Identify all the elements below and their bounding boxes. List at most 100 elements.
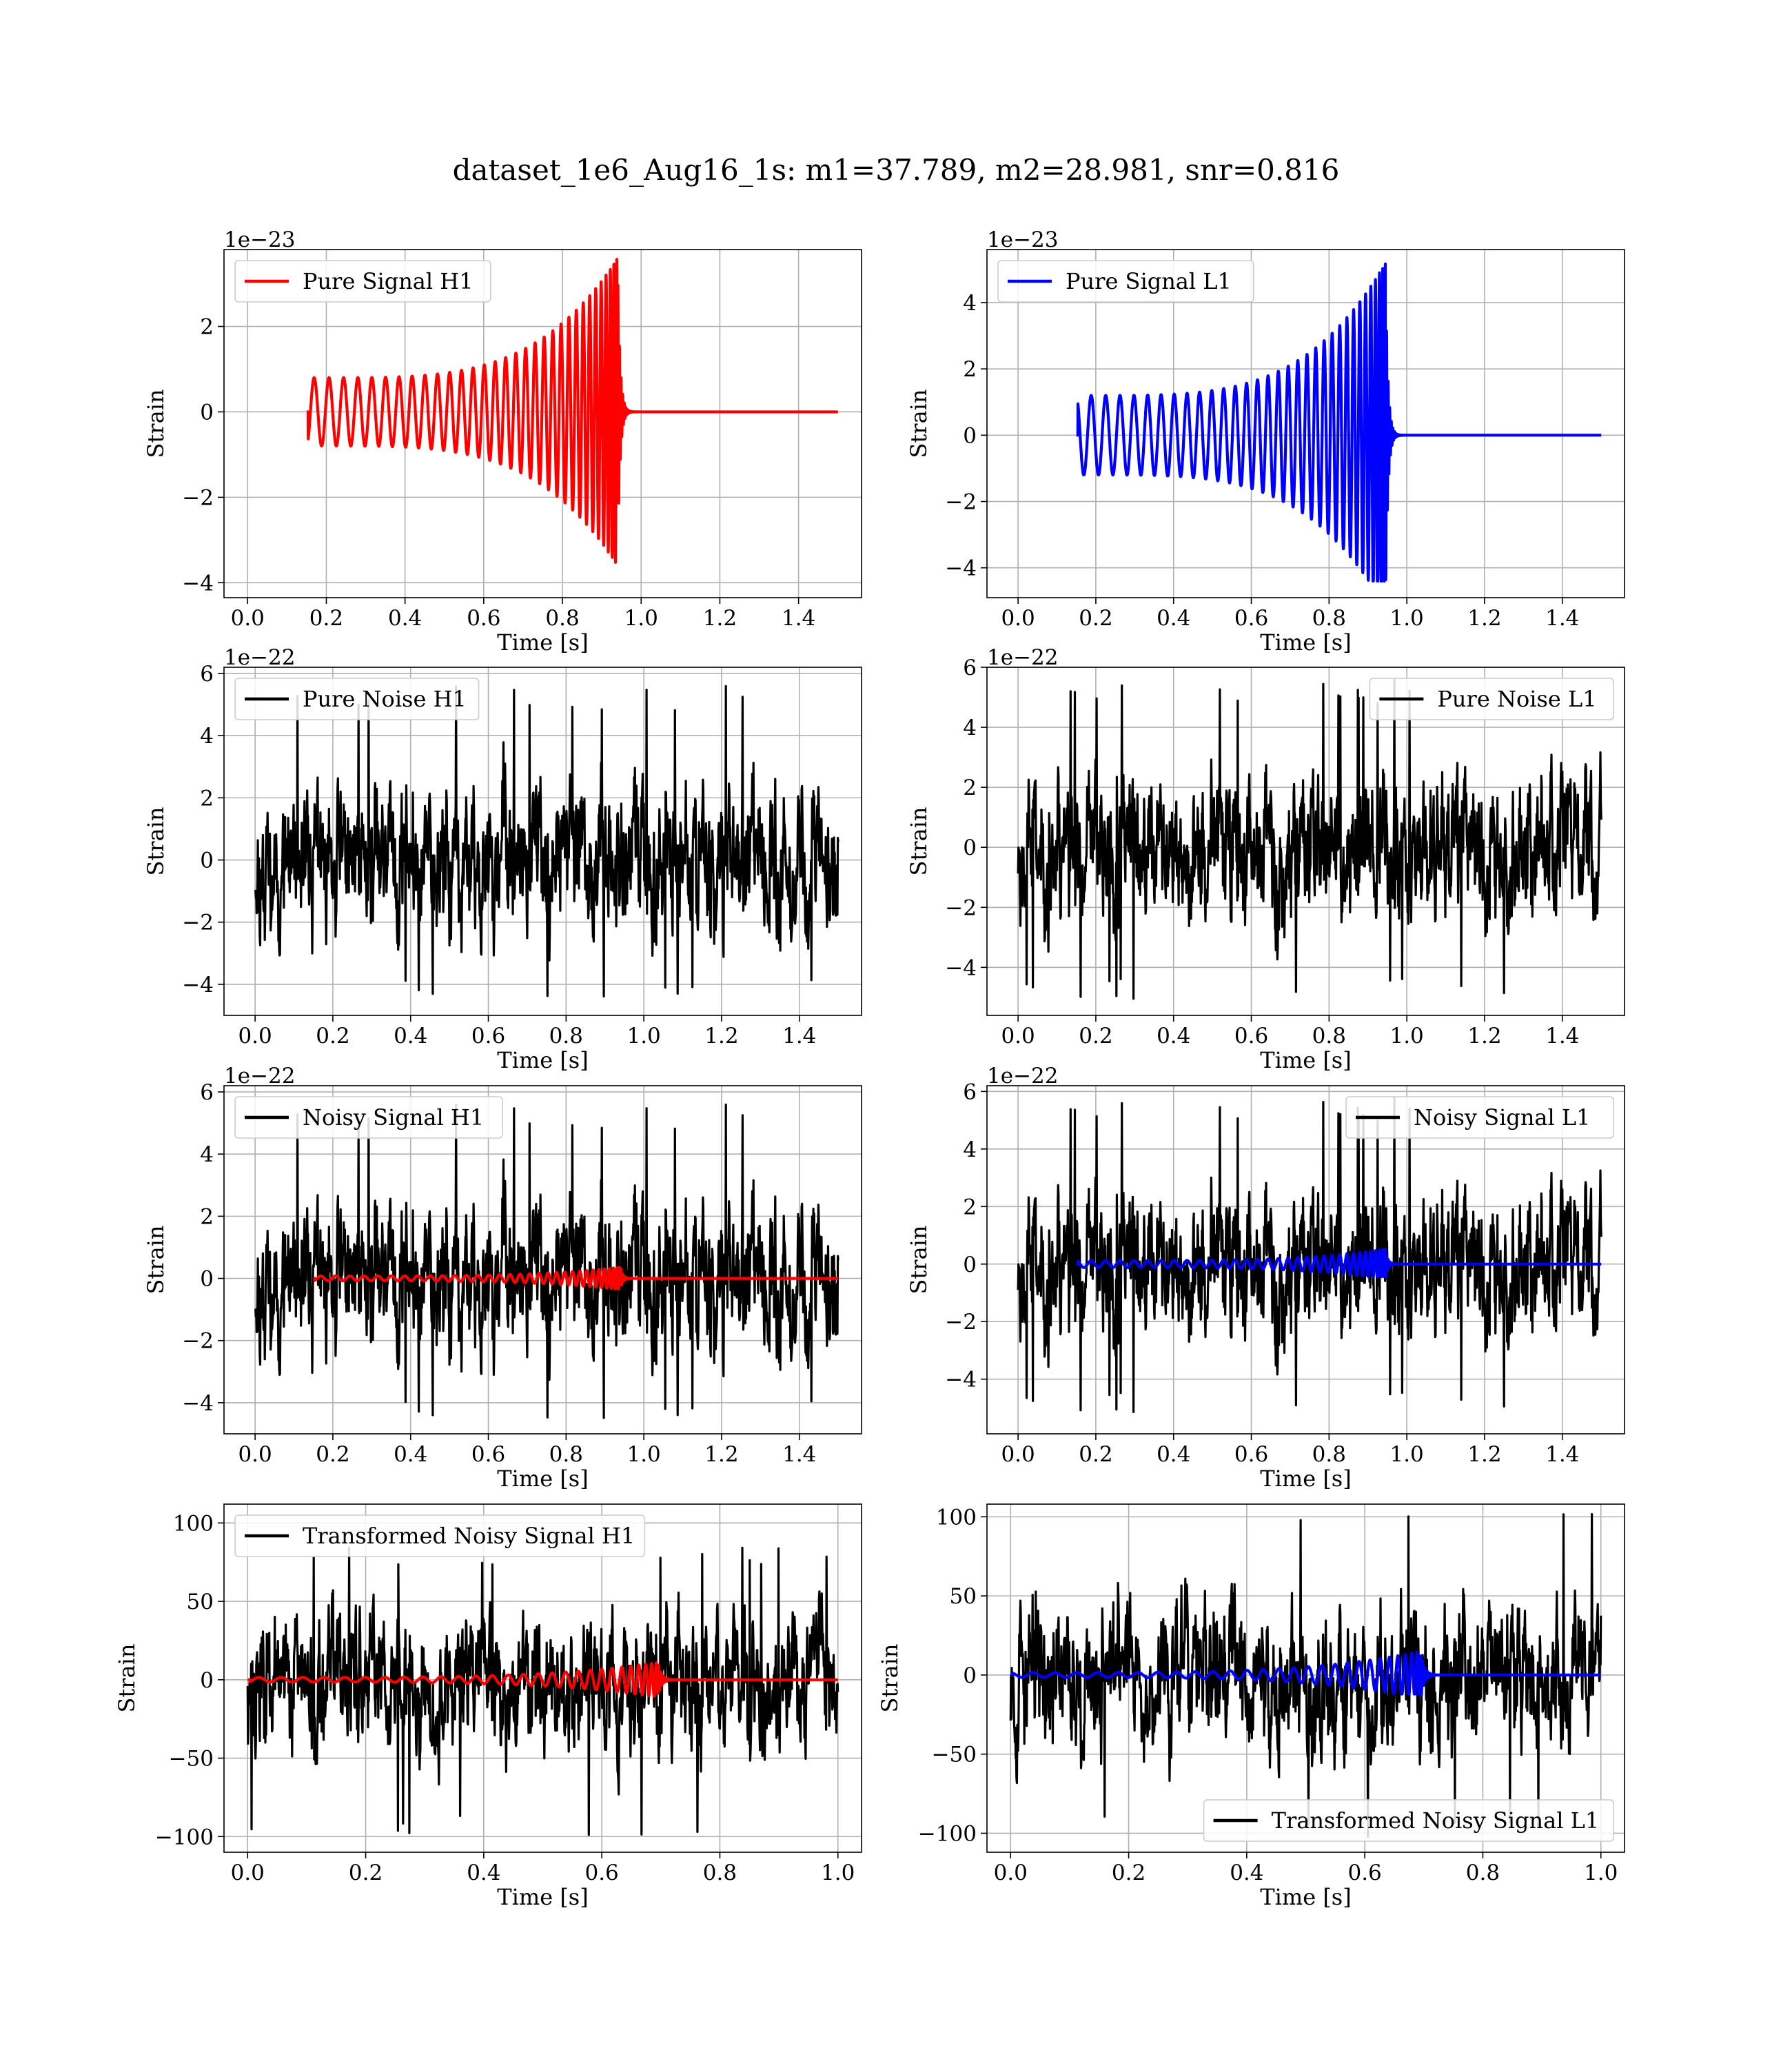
y-tick-label: −2 <box>945 1310 977 1335</box>
legend: Pure Noise H1 <box>234 678 480 720</box>
legend: Pure Noise L1 <box>1369 678 1614 720</box>
y-axis-label: Strain <box>877 1644 903 1713</box>
axes-frame <box>986 249 1625 598</box>
axes-frame <box>223 1085 862 1435</box>
x-tick-label: 0.4 <box>1157 1442 1190 1467</box>
plot-area <box>305 258 839 564</box>
x-tick-label: 0.2 <box>1112 1861 1146 1885</box>
legend-box <box>234 1514 646 1557</box>
x-tick-label: 1.4 <box>1545 606 1579 631</box>
y-tick-label: −50 <box>169 1747 214 1772</box>
legend-box <box>1203 1799 1614 1842</box>
plot-area <box>1017 678 1602 1000</box>
x-tick-label: 0.2 <box>309 606 343 631</box>
y-tick-label: −2 <box>182 485 214 510</box>
x-axis-label: Time [s] <box>1260 1466 1351 1492</box>
x-tick-label: 0.8 <box>1312 1024 1346 1048</box>
plot-area <box>254 1103 840 1419</box>
x-tick-label: 0.0 <box>1001 1024 1035 1048</box>
y-tick-label: 6 <box>200 662 214 687</box>
axes-frame <box>223 1503 862 1853</box>
y-tick-label: 2 <box>963 776 977 800</box>
panel-pure-noise-l1: 0.0 0.2 0.4 0.6 0.8 1.0 1.2 1.4 −4 −2 0 2 4 6 1e−22 Tim… <box>906 645 1625 1073</box>
x-tick-label: 1.2 <box>704 1024 738 1048</box>
x-tick-label: 1.0 <box>1389 606 1423 631</box>
y-tick-label: −2 <box>945 895 977 920</box>
y-axis-label: Strain <box>906 807 932 876</box>
x-axis-label: Time [s] <box>497 1466 588 1492</box>
x-tick-label: 1.0 <box>821 1861 855 1885</box>
y-tick-label: 4 <box>200 1142 214 1167</box>
x-tick-label: 0.8 <box>549 1024 583 1048</box>
y-tick-label: 0 <box>200 849 214 873</box>
y-tick-label: −4 <box>182 1391 214 1416</box>
x-tick-label: 0.6 <box>471 1442 505 1467</box>
legend-box <box>1345 1096 1614 1139</box>
legend: Pure Signal L1 <box>997 260 1254 303</box>
y-axis-label: Strain <box>143 1226 169 1295</box>
y-tick-label: 2 <box>963 1195 977 1219</box>
y-tick-label: 4 <box>963 716 977 740</box>
y-tick-label: 50 <box>187 1590 214 1614</box>
x-tick-label: 0.6 <box>467 606 500 631</box>
y-tick-label: −4 <box>182 571 214 596</box>
x-tick-label: 0.6 <box>1234 606 1268 631</box>
legend-box <box>234 260 491 303</box>
series-line-noise <box>1009 1513 1602 1838</box>
panel-pure-signal-l1: 0.0 0.2 0.4 0.6 0.8 1.0 1.2 1.4 −4 −2 0 2 4 1e−23 Time… <box>906 227 1625 656</box>
legend-label: Pure Signal L1 <box>1066 268 1232 294</box>
y-tick-label: 6 <box>963 1079 977 1104</box>
y-tick-label: 4 <box>963 291 977 316</box>
x-tick-label: 1.2 <box>1467 1024 1501 1048</box>
x-tick-label: 0.0 <box>231 1861 265 1885</box>
y-tick-label: 2 <box>200 315 214 340</box>
series-line-noise <box>1017 1097 1602 1413</box>
x-tick-label: 0.8 <box>1312 1442 1346 1467</box>
figure-title: dataset_1e6_Aug16_1s: m1=37.789, m2=28.9… <box>452 153 1340 187</box>
x-tick-label: 0.4 <box>388 606 422 631</box>
y-tick-label: −2 <box>182 911 214 935</box>
x-tick-label: 0.0 <box>238 1442 272 1467</box>
legend-label: Transformed Noisy Signal L1 <box>1272 1807 1600 1834</box>
x-tick-label: 0.2 <box>349 1861 383 1885</box>
offset-text: 1e−23 <box>987 227 1059 252</box>
y-tick-label: 100 <box>173 1511 214 1536</box>
x-axis-label: Time [s] <box>497 1047 588 1073</box>
y-tick-label: 6 <box>200 1080 214 1105</box>
axes-frame <box>986 667 1625 1016</box>
plot-area <box>1017 1097 1603 1413</box>
y-tick-label: −4 <box>945 556 977 581</box>
legend: Transformed Noisy Signal L1 <box>1203 1799 1614 1842</box>
y-tick-label: 2 <box>963 357 977 382</box>
x-tick-label: 0.2 <box>1079 1024 1112 1048</box>
offset-text: 1e−23 <box>224 227 296 252</box>
x-tick-label: 0.4 <box>1157 606 1190 631</box>
x-axis-label: Time [s] <box>497 1884 588 1910</box>
legend: Noisy Signal L1 <box>1345 1096 1614 1139</box>
x-tick-label: 1.4 <box>782 1442 816 1467</box>
y-tick-label: −4 <box>945 955 977 980</box>
legend-label: Transformed Noisy Signal H1 <box>303 1523 635 1549</box>
x-tick-label: 0.6 <box>1234 1442 1268 1467</box>
y-tick-label: −100 <box>918 1821 977 1846</box>
x-tick-label: 1.4 <box>782 1024 816 1048</box>
panel-transformed-noisy-signal-h1: 0.0 0.2 0.4 0.6 0.8 1.0 −100 −50 0 50 100 Time [s] S… <box>114 1503 862 1910</box>
x-tick-label: 0.6 <box>1347 1861 1381 1885</box>
y-tick-label: 0 <box>200 400 214 425</box>
x-tick-label: 0.6 <box>584 1861 618 1885</box>
x-tick-label: 1.4 <box>1545 1442 1579 1467</box>
y-tick-label: −4 <box>945 1368 977 1392</box>
series-line-noise <box>1017 678 1602 1000</box>
x-tick-label: 0.6 <box>471 1024 505 1048</box>
offset-text: 1e−22 <box>987 645 1059 670</box>
y-tick-label: −100 <box>155 1825 214 1849</box>
legend-label: Pure Noise L1 <box>1437 686 1596 712</box>
offset-text: 1e−22 <box>987 1064 1059 1088</box>
legend-label: Noisy Signal L1 <box>1414 1104 1591 1131</box>
y-tick-label: −4 <box>182 973 214 997</box>
y-tick-label: 4 <box>963 1137 977 1162</box>
x-tick-label: 0.4 <box>1157 1024 1190 1048</box>
y-axis-label: Strain <box>906 1226 932 1295</box>
y-axis-label: Strain <box>143 389 169 458</box>
